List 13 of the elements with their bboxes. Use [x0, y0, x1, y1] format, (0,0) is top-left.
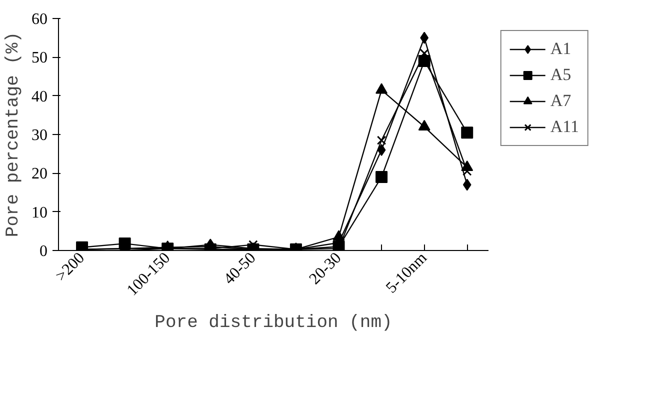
legend-label: A7	[550, 91, 572, 111]
y-tick-label: 20	[32, 166, 48, 183]
y-tick-label: 60	[32, 11, 48, 28]
y-tick-label: 40	[32, 88, 48, 106]
y-tick-label: 50	[32, 50, 48, 67]
y-tick-label: 10	[32, 204, 48, 222]
legend-label: A11	[550, 117, 579, 137]
y-axis-title: Pore percentage (%)	[4, 32, 24, 238]
legend-label: A1	[550, 39, 572, 59]
y-tick-label: 0	[40, 243, 48, 260]
x-axis-title: Pore distribution (nm)	[154, 313, 392, 334]
legend-label: A5	[550, 65, 572, 85]
y-tick-label: 30	[32, 127, 48, 144]
